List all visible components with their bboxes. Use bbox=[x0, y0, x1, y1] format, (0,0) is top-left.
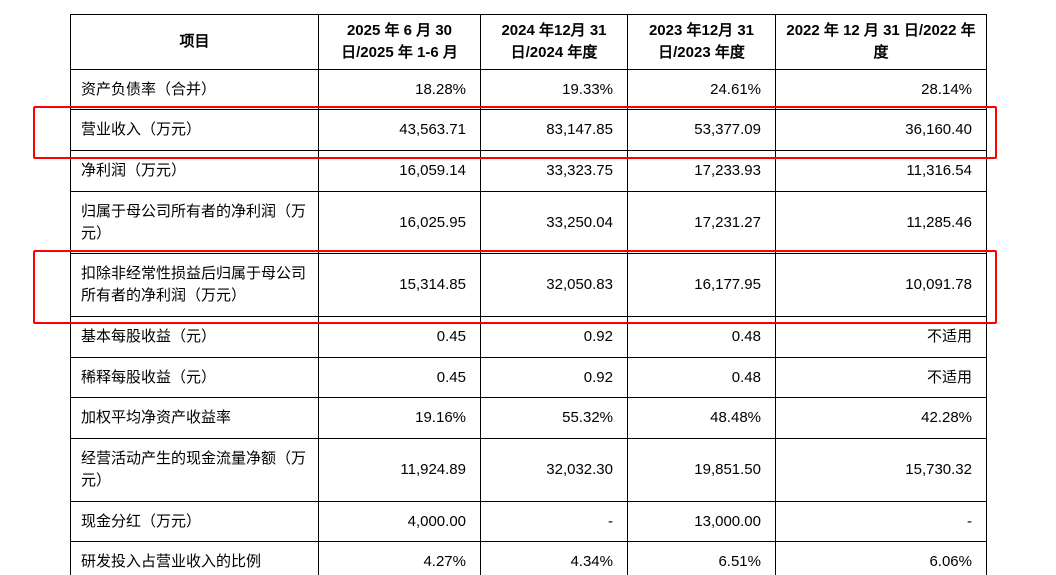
table-header: 项目 2025 年 6 月 30 日/2025 年 1-6 月 2024 年12月 … bbox=[70, 14, 987, 70]
value-cell: 55.32% bbox=[480, 397, 628, 439]
row-label: 扣除非经常性损益后归属于母公司所有者的净利润（万元） bbox=[70, 253, 319, 317]
value-cell: 19.33% bbox=[480, 68, 628, 111]
value-cell: 17,231.27 bbox=[627, 190, 776, 255]
row-label: 归属于母公司所有者的净利润（万元） bbox=[70, 190, 319, 255]
value-cell: - bbox=[775, 500, 987, 543]
value-cell: 36,160.40 bbox=[775, 109, 987, 151]
value-cell: 13,000.00 bbox=[627, 500, 776, 543]
value-cell: 4,000.00 bbox=[318, 500, 481, 543]
header-item-column: 项目 bbox=[70, 14, 319, 70]
value-cell: 15,314.85 bbox=[318, 253, 481, 317]
table-row: 稀释每股收益（元） 0.45 0.92 0.48 不适用 bbox=[70, 356, 987, 399]
table-row: 加权平均净资产收益率 19.16% 55.32% 48.48% 42.28% bbox=[70, 397, 987, 439]
value-cell: 16,177.95 bbox=[627, 253, 776, 317]
value-cell: 11,285.46 bbox=[775, 190, 987, 255]
value-cell: 不适用 bbox=[775, 315, 987, 358]
value-cell: 0.48 bbox=[627, 315, 776, 358]
value-cell: 83,147.85 bbox=[480, 109, 628, 151]
value-cell: 19,851.50 bbox=[627, 438, 776, 502]
value-cell: 17,233.93 bbox=[627, 150, 776, 192]
value-cell: 6.51% bbox=[627, 541, 776, 575]
value-cell: 不适用 bbox=[775, 356, 987, 399]
value-cell: 53,377.09 bbox=[627, 109, 776, 151]
value-cell: 0.48 bbox=[627, 356, 776, 399]
table-row: 净利润（万元） 16,059.14 33,323.75 17,233.93 11,316… bbox=[70, 150, 987, 192]
row-label: 资产负债率（合并） bbox=[70, 68, 319, 111]
financial-table: 项目 2025 年 6 月 30 日/2025 年 1-6 月 2024 年12月 … bbox=[70, 14, 987, 575]
row-label: 营业收入（万元） bbox=[70, 109, 319, 151]
row-label: 研发投入占营业收入的比例 bbox=[70, 541, 319, 575]
row-label: 加权平均净资产收益率 bbox=[70, 397, 319, 439]
table-row: 经营活动产生的现金流量净额（万元） 11,924.89 32,032.30 19,85… bbox=[70, 438, 987, 502]
value-cell: 10,091.78 bbox=[775, 253, 987, 317]
value-cell: 6.06% bbox=[775, 541, 987, 575]
value-cell: 32,050.83 bbox=[480, 253, 628, 317]
header-period-column: 2022 年 12 月 31 日/2022 年度 bbox=[775, 14, 987, 70]
header-row: 项目 2025 年 6 月 30 日/2025 年 1-6 月 2024 年12月 … bbox=[70, 14, 987, 70]
table-row: 资产负债率（合并） 18.28% 19.33% 24.61% 28.14% bbox=[70, 68, 987, 111]
value-cell: 48.48% bbox=[627, 397, 776, 439]
row-label: 现金分红（万元） bbox=[70, 500, 319, 543]
table-row: 基本每股收益（元） 0.45 0.92 0.48 不适用 bbox=[70, 315, 987, 358]
value-cell: 4.27% bbox=[318, 541, 481, 575]
value-cell: 18.28% bbox=[318, 68, 481, 111]
value-cell: 0.92 bbox=[480, 315, 628, 358]
header-period-column: 2024 年12月 31 日/2024 年度 bbox=[480, 14, 628, 70]
value-cell: 0.45 bbox=[318, 356, 481, 399]
value-cell: 15,730.32 bbox=[775, 438, 987, 502]
value-cell: 11,924.89 bbox=[318, 438, 481, 502]
value-cell: 42.28% bbox=[775, 397, 987, 439]
value-cell: 11,316.54 bbox=[775, 150, 987, 192]
row-label: 基本每股收益（元） bbox=[70, 315, 319, 358]
value-cell: - bbox=[480, 500, 628, 543]
value-cell: 33,250.04 bbox=[480, 190, 628, 255]
header-period-column: 2025 年 6 月 30 日/2025 年 1-6 月 bbox=[318, 14, 481, 70]
value-cell: 43,563.71 bbox=[318, 109, 481, 151]
value-cell: 28.14% bbox=[775, 68, 987, 111]
table-row: 现金分红（万元） 4,000.00-13,000.00- bbox=[70, 500, 987, 543]
header-period-column: 2023 年12月 31 日/2023 年度 bbox=[627, 14, 776, 70]
table-row: 营业收入（万元） 43,563.71 83,147.85 53,377.09 36,16… bbox=[70, 109, 987, 151]
table-row: 扣除非经常性损益后归属于母公司所有者的净利润（万元） 15,314.85 32,05… bbox=[70, 253, 987, 317]
value-cell: 16,025.95 bbox=[318, 190, 481, 255]
table-row: 研发投入占营业收入的比例 4.27% 4.34% 6.51% 6.06% bbox=[70, 541, 987, 575]
value-cell: 24.61% bbox=[627, 68, 776, 111]
value-cell: 0.92 bbox=[480, 356, 628, 399]
value-cell: 32,032.30 bbox=[480, 438, 628, 502]
table-row: 归属于母公司所有者的净利润（万元） 16,025.95 33,250.04 17,23… bbox=[70, 190, 987, 255]
value-cell: 0.45 bbox=[318, 315, 481, 358]
table-body: 资产负债率（合并） 18.28% 19.33% 24.61% 28.14% 营业收入（万元… bbox=[70, 68, 987, 575]
row-label: 经营活动产生的现金流量净额（万元） bbox=[70, 438, 319, 502]
value-cell: 33,323.75 bbox=[480, 150, 628, 192]
row-label: 稀释每股收益（元） bbox=[70, 356, 319, 399]
value-cell: 16,059.14 bbox=[318, 150, 481, 192]
row-label: 净利润（万元） bbox=[70, 150, 319, 192]
financial-table-wrap: 项目 2025 年 6 月 30 日/2025 年 1-6 月 2024 年12月 … bbox=[32, 14, 997, 575]
value-cell: 19.16% bbox=[318, 397, 481, 439]
value-cell: 4.34% bbox=[480, 541, 628, 575]
